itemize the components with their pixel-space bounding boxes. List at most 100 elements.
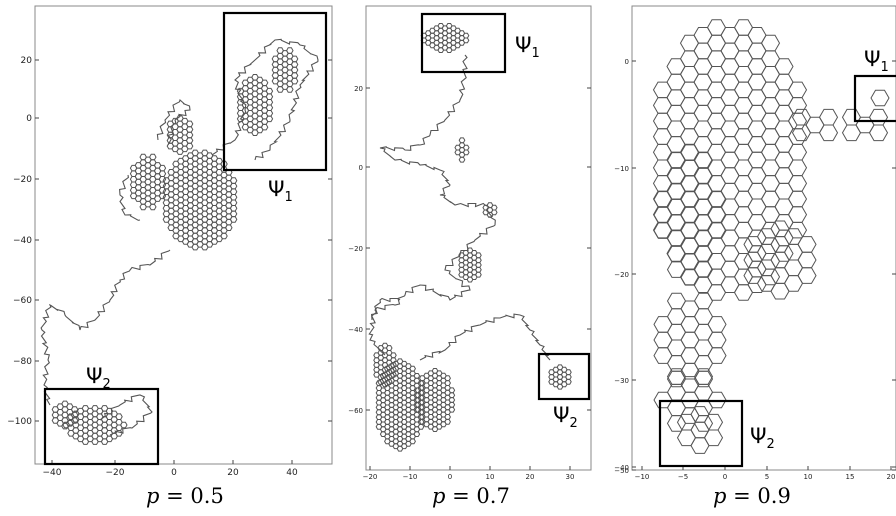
- y-axis-ticks: 20 0 −20 −40 −60 −80 −100: [7, 56, 332, 427]
- lattice-cell: [265, 110, 274, 117]
- x-tick-label: 10: [804, 473, 813, 481]
- lattice-cell: [390, 352, 397, 359]
- lattice-cell: [565, 374, 572, 380]
- lattice-cell: [158, 164, 167, 172]
- box-psi1: [853, 74, 896, 123]
- lattice-cell: [565, 369, 572, 376]
- lattice-cell: [787, 112, 808, 130]
- lattice-cell: [290, 66, 299, 74]
- lattice-cell: [818, 108, 839, 126]
- lattice-cell: [265, 99, 274, 106]
- lattice-cell: [158, 170, 167, 177]
- box-psi2: [537, 352, 591, 401]
- lattice-cell: [290, 77, 299, 85]
- lattice-cell: [448, 397, 456, 403]
- lattice-cell: [444, 380, 451, 386]
- lattice-cell: [444, 375, 451, 382]
- lattice-cell: [158, 176, 167, 183]
- y-tick-label: −20: [614, 271, 629, 279]
- lattice-cell: [265, 104, 274, 111]
- lattice-cell: [475, 266, 482, 273]
- lattice-cell: [448, 406, 456, 413]
- lattice-cell: [703, 429, 724, 447]
- lattice-cell: [787, 190, 808, 208]
- lattice-cell: [707, 222, 727, 239]
- lattice-cell: [444, 414, 451, 420]
- lattice-cell: [565, 378, 572, 385]
- x-tick-label: 15: [846, 473, 855, 481]
- lattice-cell: [444, 418, 451, 425]
- x-tick-label: −40: [43, 468, 62, 478]
- lattice-cell: [260, 123, 269, 131]
- label-psi2: Ψ2: [553, 403, 578, 431]
- y-tick-label: 20: [354, 85, 363, 93]
- lattice-cell: [185, 142, 194, 150]
- lattice-cell: [462, 144, 470, 151]
- lattice-cell: [229, 216, 238, 223]
- y-tick-label: −60: [348, 407, 363, 415]
- x-tick-label: −10: [635, 473, 650, 481]
- lattice-cell: [707, 206, 727, 224]
- lattice-cell: [286, 86, 294, 93]
- lattice-cell: [760, 34, 781, 52]
- x-axis-ticks: −10 −5 0 5 10 15 20: [635, 466, 896, 481]
- lattice-cell: [797, 251, 817, 269]
- lattice-cell: [462, 37, 470, 44]
- lattice-cell: [693, 261, 714, 278]
- x-tick-label: 20: [887, 473, 896, 481]
- x-axis-ticks: −40 −20 0 20 40: [43, 460, 298, 478]
- walk-path: [368, 54, 496, 356]
- plot-frame: [631, 5, 896, 471]
- lattice-cell: [707, 191, 727, 208]
- y-tick-label: −20: [348, 245, 363, 253]
- lattice-cell: [290, 61, 299, 68]
- lattice-cell: [707, 316, 727, 333]
- lattice-cell: [448, 387, 456, 394]
- lattice-cell: [409, 438, 416, 445]
- x-tick-label: 30: [566, 473, 575, 481]
- lattice-cell: [265, 87, 274, 95]
- walk-path: [419, 313, 551, 361]
- y-tick-label: −40: [614, 464, 629, 472]
- lattice-cell: [409, 365, 416, 372]
- lattice-cell: [158, 192, 167, 200]
- lattice-cell: [787, 128, 808, 145]
- y-tick-label: −50: [614, 467, 629, 475]
- lattice-cell: [703, 413, 724, 431]
- cluster-lattice: [51, 47, 299, 445]
- lattice-cell: [707, 347, 727, 364]
- lattice-cell: [70, 417, 79, 424]
- cluster-walk: [40, 38, 319, 436]
- lattice-cell: [290, 72, 299, 79]
- lattice-cell: [693, 415, 714, 432]
- lattice-cell: [413, 373, 421, 379]
- lattice-cell: [693, 245, 714, 263]
- lattice-cell: [229, 199, 238, 206]
- lattice-cell: [787, 97, 808, 114]
- lattice-cell: [462, 149, 470, 156]
- y-tick-label: −20: [13, 175, 32, 185]
- label-psi2: Ψ2: [86, 364, 111, 392]
- lattice-cell: [458, 156, 466, 163]
- lattice-cell: [185, 131, 194, 139]
- x-tick-label: −20: [106, 468, 125, 478]
- box-psi2: [658, 399, 744, 468]
- lattice-cell: [490, 209, 498, 216]
- cluster-walk: [368, 54, 551, 361]
- y-axis-ticks: 20 0 −20 −40 −60: [348, 85, 591, 415]
- lattice-cell: [475, 262, 482, 268]
- cluster-lattice: [373, 23, 572, 452]
- lattice-cell: [797, 236, 817, 253]
- lattice-cell: [185, 126, 194, 133]
- panel-p09: 0−10−20−30−40−50 −10 −5 0 5 10 15 20 Ψ1 Ψ2: [614, 5, 896, 481]
- plot-frame: [365, 5, 592, 471]
- x-axis-ticks: −20 −10 0 10 20 30: [363, 466, 575, 481]
- y-tick-label: 0: [625, 58, 629, 66]
- x-tick-label: −20: [363, 473, 378, 481]
- cluster-lattice: [652, 19, 890, 454]
- lattice-cell: [149, 153, 157, 161]
- lattice-cell: [149, 203, 157, 211]
- walk-path: [156, 99, 191, 146]
- x-tick-label: −10: [403, 473, 418, 481]
